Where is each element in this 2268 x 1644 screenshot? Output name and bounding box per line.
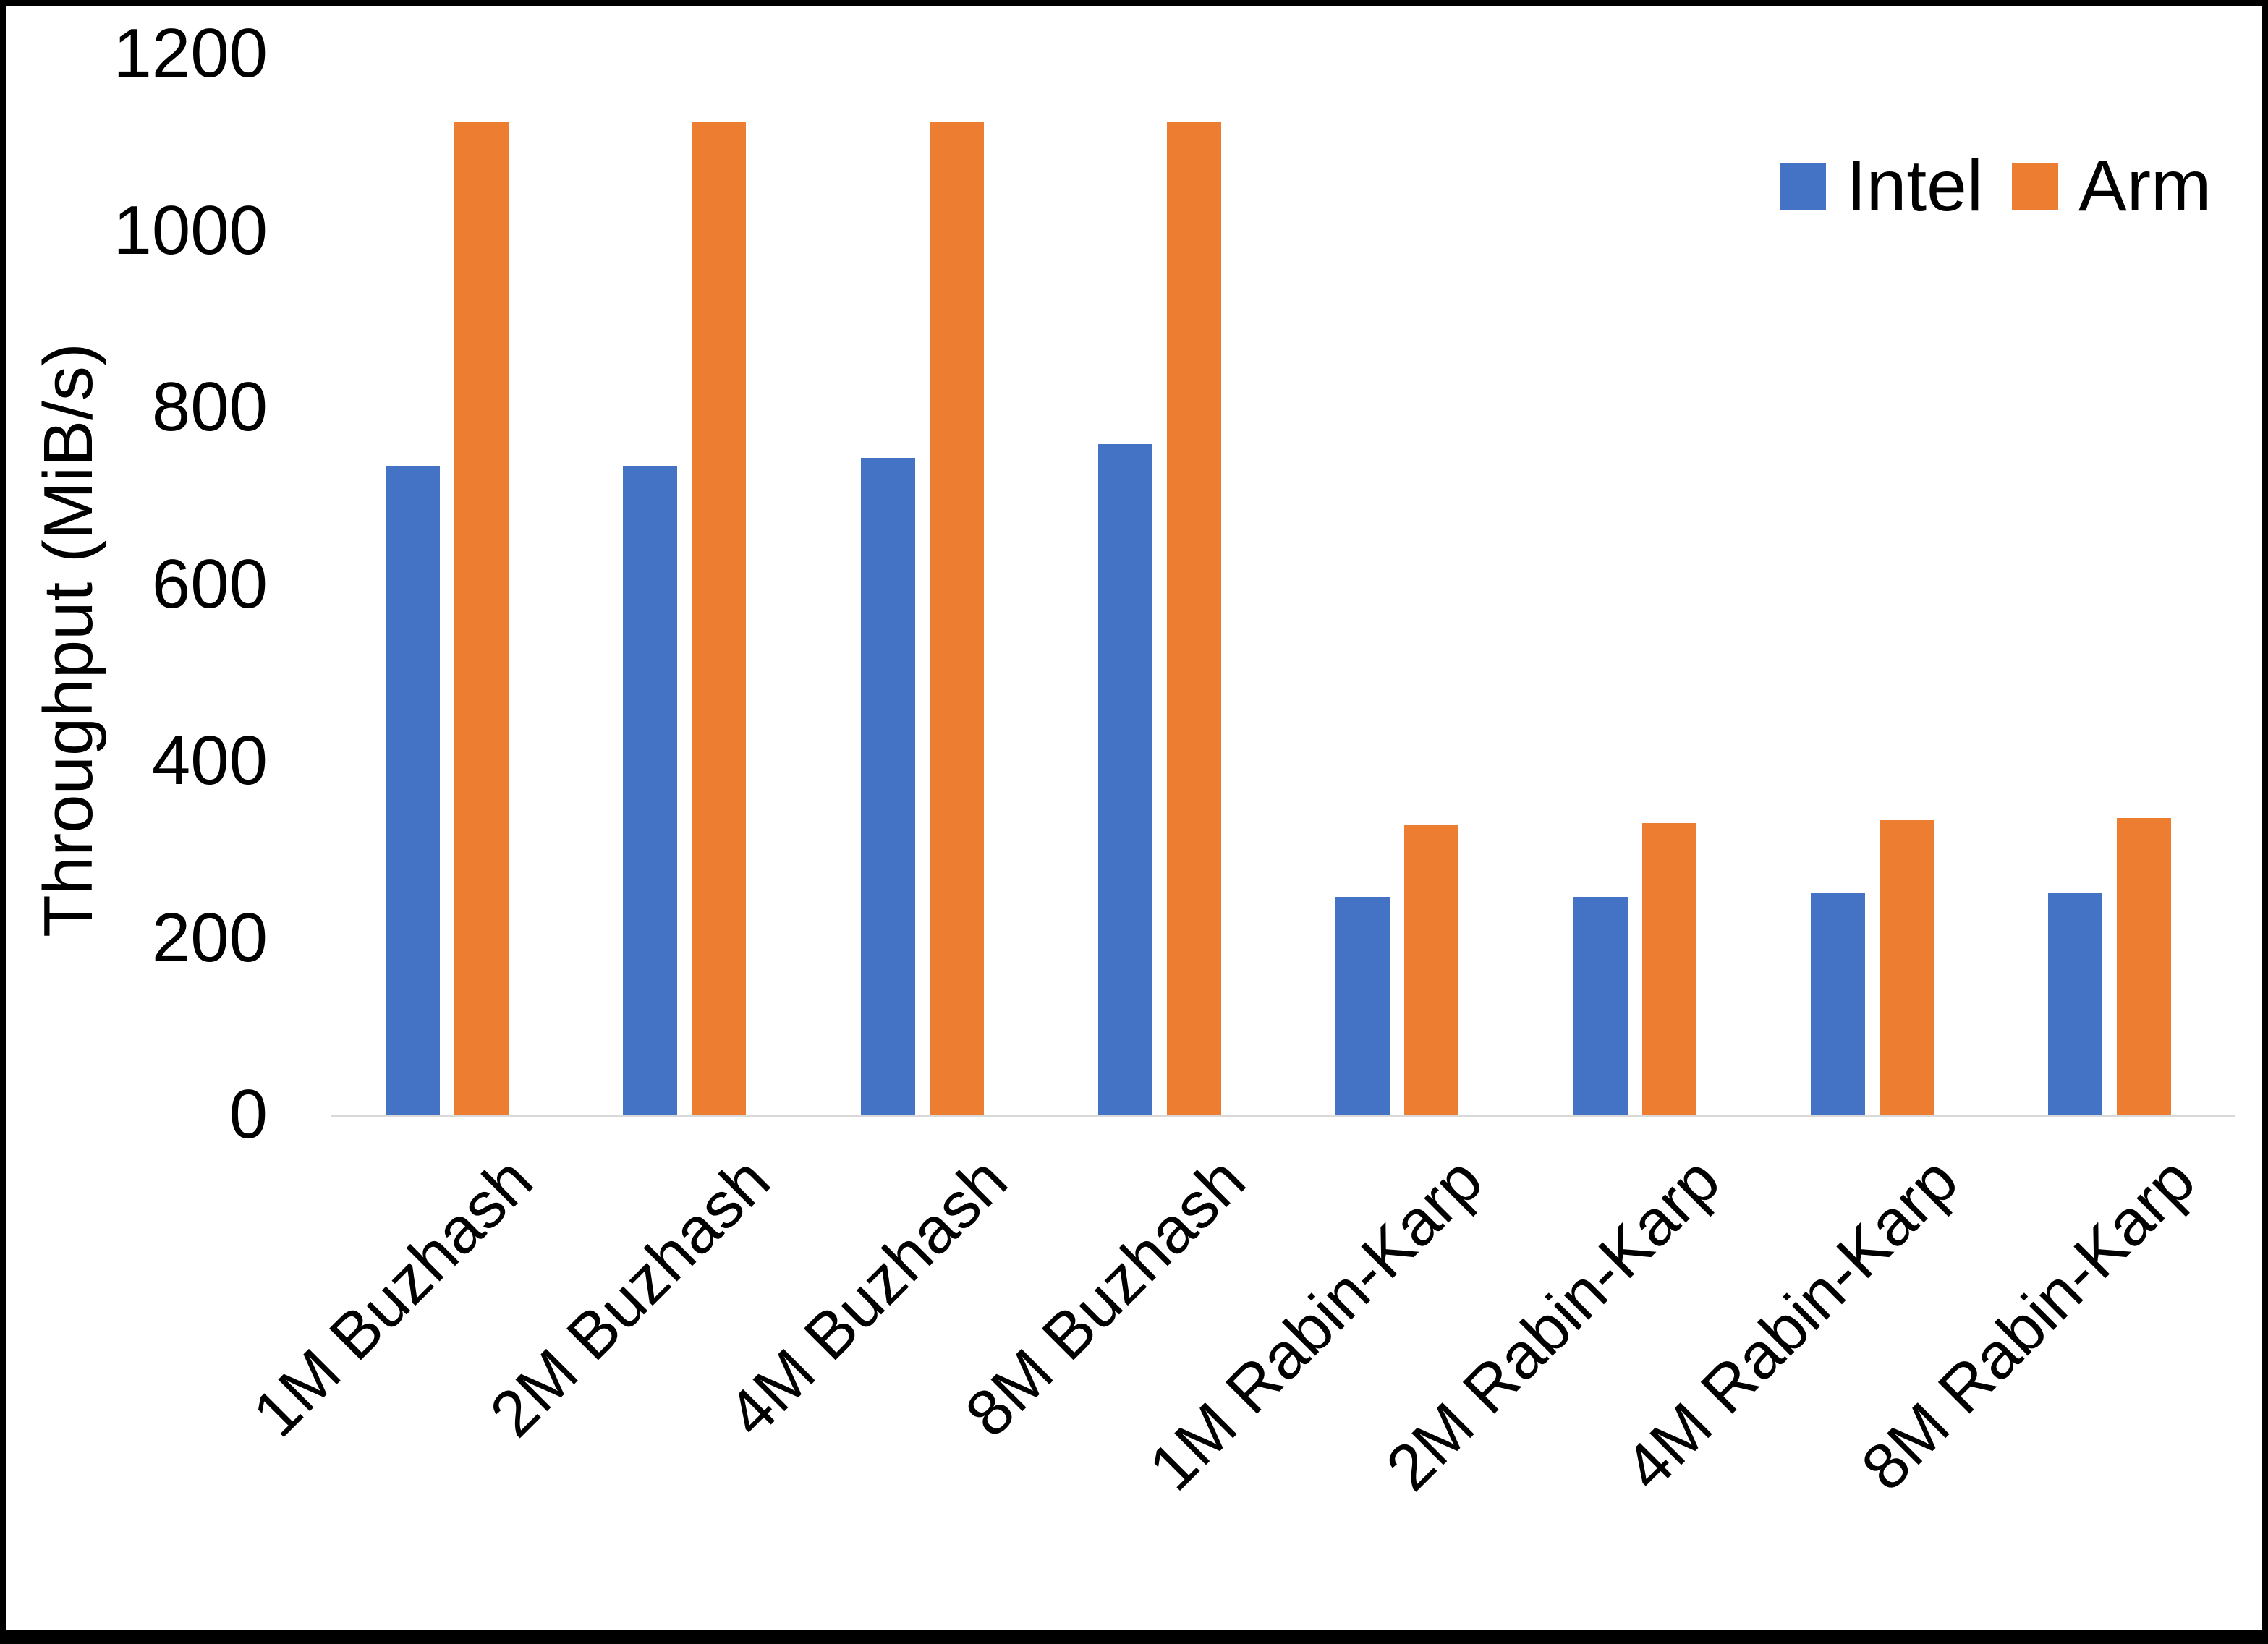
bar-arm-3 bbox=[1166, 122, 1221, 1115]
bar-intel-6 bbox=[1810, 893, 1865, 1115]
y-tick-label: 1200 bbox=[113, 14, 268, 92]
legend-label-intel: Intel bbox=[1846, 145, 1984, 226]
x-axis-line bbox=[331, 1115, 2235, 1117]
legend-swatch-intel bbox=[1780, 163, 1826, 210]
legend: Intel Arm bbox=[1780, 145, 2211, 228]
legend-entry-arm: Arm bbox=[2012, 145, 2211, 228]
y-tick-label: 200 bbox=[151, 898, 268, 976]
figure-border-top bbox=[0, 0, 2268, 6]
figure-border-right bbox=[2262, 0, 2268, 1644]
y-tick-label: 800 bbox=[151, 368, 268, 446]
legend-label-arm: Arm bbox=[2078, 145, 2212, 226]
bar-intel-7 bbox=[2048, 893, 2103, 1115]
legend-entry-intel: Intel bbox=[1780, 145, 1983, 228]
bar-intel-1 bbox=[623, 465, 678, 1115]
bar-arm-4 bbox=[1404, 825, 1459, 1115]
bar-arm-6 bbox=[1879, 819, 1934, 1115]
bar-arm-5 bbox=[1641, 822, 1696, 1115]
bar-intel-3 bbox=[1097, 444, 1152, 1115]
bar-arm-0 bbox=[454, 122, 509, 1115]
bar-intel-0 bbox=[386, 465, 440, 1115]
bar-arm-2 bbox=[929, 122, 984, 1115]
figure-border-left bbox=[0, 0, 6, 1644]
legend-swatch-arm bbox=[2012, 163, 2059, 210]
figure-border-bottom bbox=[0, 1630, 2268, 1644]
y-tick-label: 0 bbox=[229, 1076, 268, 1153]
y-tick-label: 600 bbox=[151, 545, 268, 623]
bar-intel-4 bbox=[1335, 897, 1390, 1115]
y-tick-label: 400 bbox=[151, 722, 268, 799]
bar-arm-7 bbox=[2117, 818, 2172, 1115]
bar-intel-2 bbox=[860, 457, 915, 1115]
bar-intel-5 bbox=[1573, 897, 1628, 1115]
y-tick-label: 1000 bbox=[113, 191, 268, 269]
bar-arm-1 bbox=[692, 122, 747, 1115]
